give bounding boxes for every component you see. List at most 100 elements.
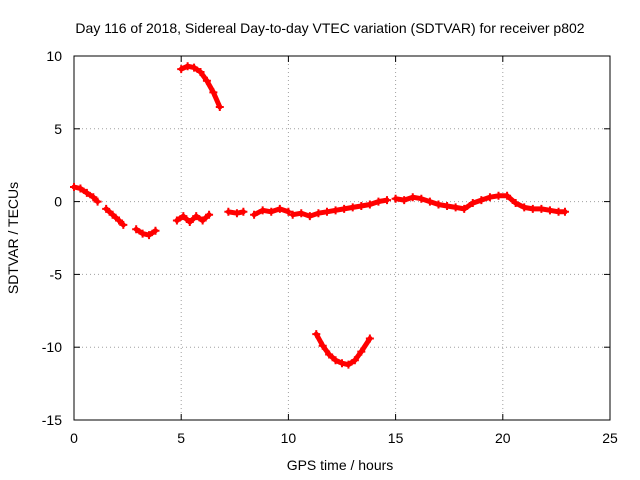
data-point	[348, 203, 357, 212]
data-point	[528, 204, 537, 213]
data-point	[338, 359, 346, 368]
y-tick-label: -5	[50, 266, 63, 282]
data-point	[172, 216, 181, 225]
data-point	[215, 102, 224, 111]
data-point	[374, 197, 383, 206]
data-point	[258, 206, 267, 215]
data-point	[357, 347, 366, 356]
series-segment-10	[391, 191, 569, 216]
data-point	[138, 229, 147, 238]
series-segment-3	[132, 225, 160, 240]
data-point	[89, 193, 98, 202]
y-tick-label: 10	[46, 48, 62, 64]
data-point	[190, 63, 199, 72]
series-segment-1	[70, 183, 102, 206]
data-point	[82, 188, 91, 197]
series-segment-9	[312, 330, 374, 369]
data-point	[275, 204, 284, 213]
data-point	[331, 206, 340, 215]
series-line	[290, 197, 390, 219]
data-point	[132, 225, 141, 234]
data-point	[468, 199, 477, 208]
data-point	[434, 200, 443, 209]
data-point	[485, 193, 494, 202]
data-point	[417, 194, 426, 203]
x-tick-label: 20	[495, 430, 511, 446]
data-point	[239, 207, 248, 216]
y-tick-label: -15	[42, 412, 62, 428]
data-point	[145, 231, 154, 240]
data-point	[520, 203, 529, 212]
data-point	[192, 212, 201, 221]
data-point	[400, 196, 409, 205]
data-point	[357, 201, 366, 210]
x-tick-label: 0	[70, 430, 78, 446]
data-point	[365, 334, 374, 343]
x-tick-label: 25	[602, 430, 618, 446]
data-series	[70, 62, 569, 369]
data-point	[177, 65, 186, 74]
data-point	[151, 226, 160, 235]
data-point	[477, 196, 486, 205]
data-point	[119, 220, 128, 229]
data-point	[297, 209, 306, 218]
data-point	[183, 62, 192, 71]
data-point	[179, 212, 188, 221]
data-point	[185, 217, 194, 226]
data-point	[537, 204, 546, 213]
series-segment-2	[102, 204, 128, 229]
series-segment-8	[288, 196, 392, 221]
series-segment-6	[224, 207, 248, 218]
data-point	[198, 216, 207, 225]
y-tick-label: 5	[54, 121, 62, 137]
chart-title: Day 116 of 2018, Sidereal Day-to-day VTE…	[75, 20, 584, 36]
data-point	[284, 207, 293, 216]
data-point	[322, 207, 331, 216]
data-point	[325, 350, 334, 359]
data-point	[331, 356, 340, 365]
series-segment-5	[177, 62, 224, 111]
data-point	[503, 191, 512, 200]
data-point	[383, 196, 392, 205]
data-point	[93, 197, 102, 206]
series-segment-7	[250, 204, 293, 219]
data-point	[76, 184, 85, 193]
data-point	[224, 207, 233, 216]
y-axis-label: SDTVAR / TECUs	[5, 182, 21, 294]
x-tick-label: 15	[388, 430, 404, 446]
data-point	[443, 201, 452, 210]
data-point	[209, 88, 218, 97]
data-point	[460, 204, 469, 213]
data-point	[318, 341, 327, 350]
data-point	[314, 209, 323, 218]
y-tick-label: -10	[42, 339, 62, 355]
axis-ticks: 0 5 10 15 20 25 -15 -10 -5 0 5 10	[42, 48, 618, 446]
data-point	[350, 356, 359, 365]
data-point	[312, 330, 321, 339]
grid-lines	[74, 56, 610, 420]
data-point	[115, 216, 124, 225]
x-tick-label: 5	[177, 430, 185, 446]
x-tick-label: 10	[281, 430, 297, 446]
data-point	[511, 199, 520, 208]
data-point	[202, 76, 211, 85]
x-axis-label: GPS time / hours	[287, 457, 394, 473]
data-point	[288, 210, 297, 219]
data-point	[267, 207, 276, 216]
data-point	[344, 360, 353, 369]
data-point	[108, 210, 117, 219]
data-point	[305, 212, 314, 221]
plot-frame	[73, 55, 611, 421]
data-point	[560, 207, 569, 216]
series-segment-4	[172, 210, 214, 226]
series-line	[103, 206, 126, 228]
data-point	[365, 200, 374, 209]
data-point	[494, 191, 503, 200]
data-point	[425, 197, 434, 206]
data-point	[102, 204, 111, 213]
data-point	[250, 210, 259, 219]
data-point	[205, 210, 214, 219]
data-point	[70, 183, 78, 192]
data-point	[545, 206, 554, 215]
